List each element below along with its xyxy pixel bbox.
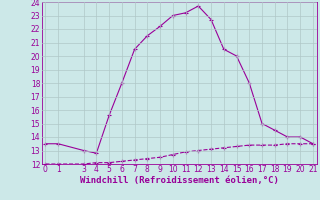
- X-axis label: Windchill (Refroidissement éolien,°C): Windchill (Refroidissement éolien,°C): [80, 176, 279, 185]
